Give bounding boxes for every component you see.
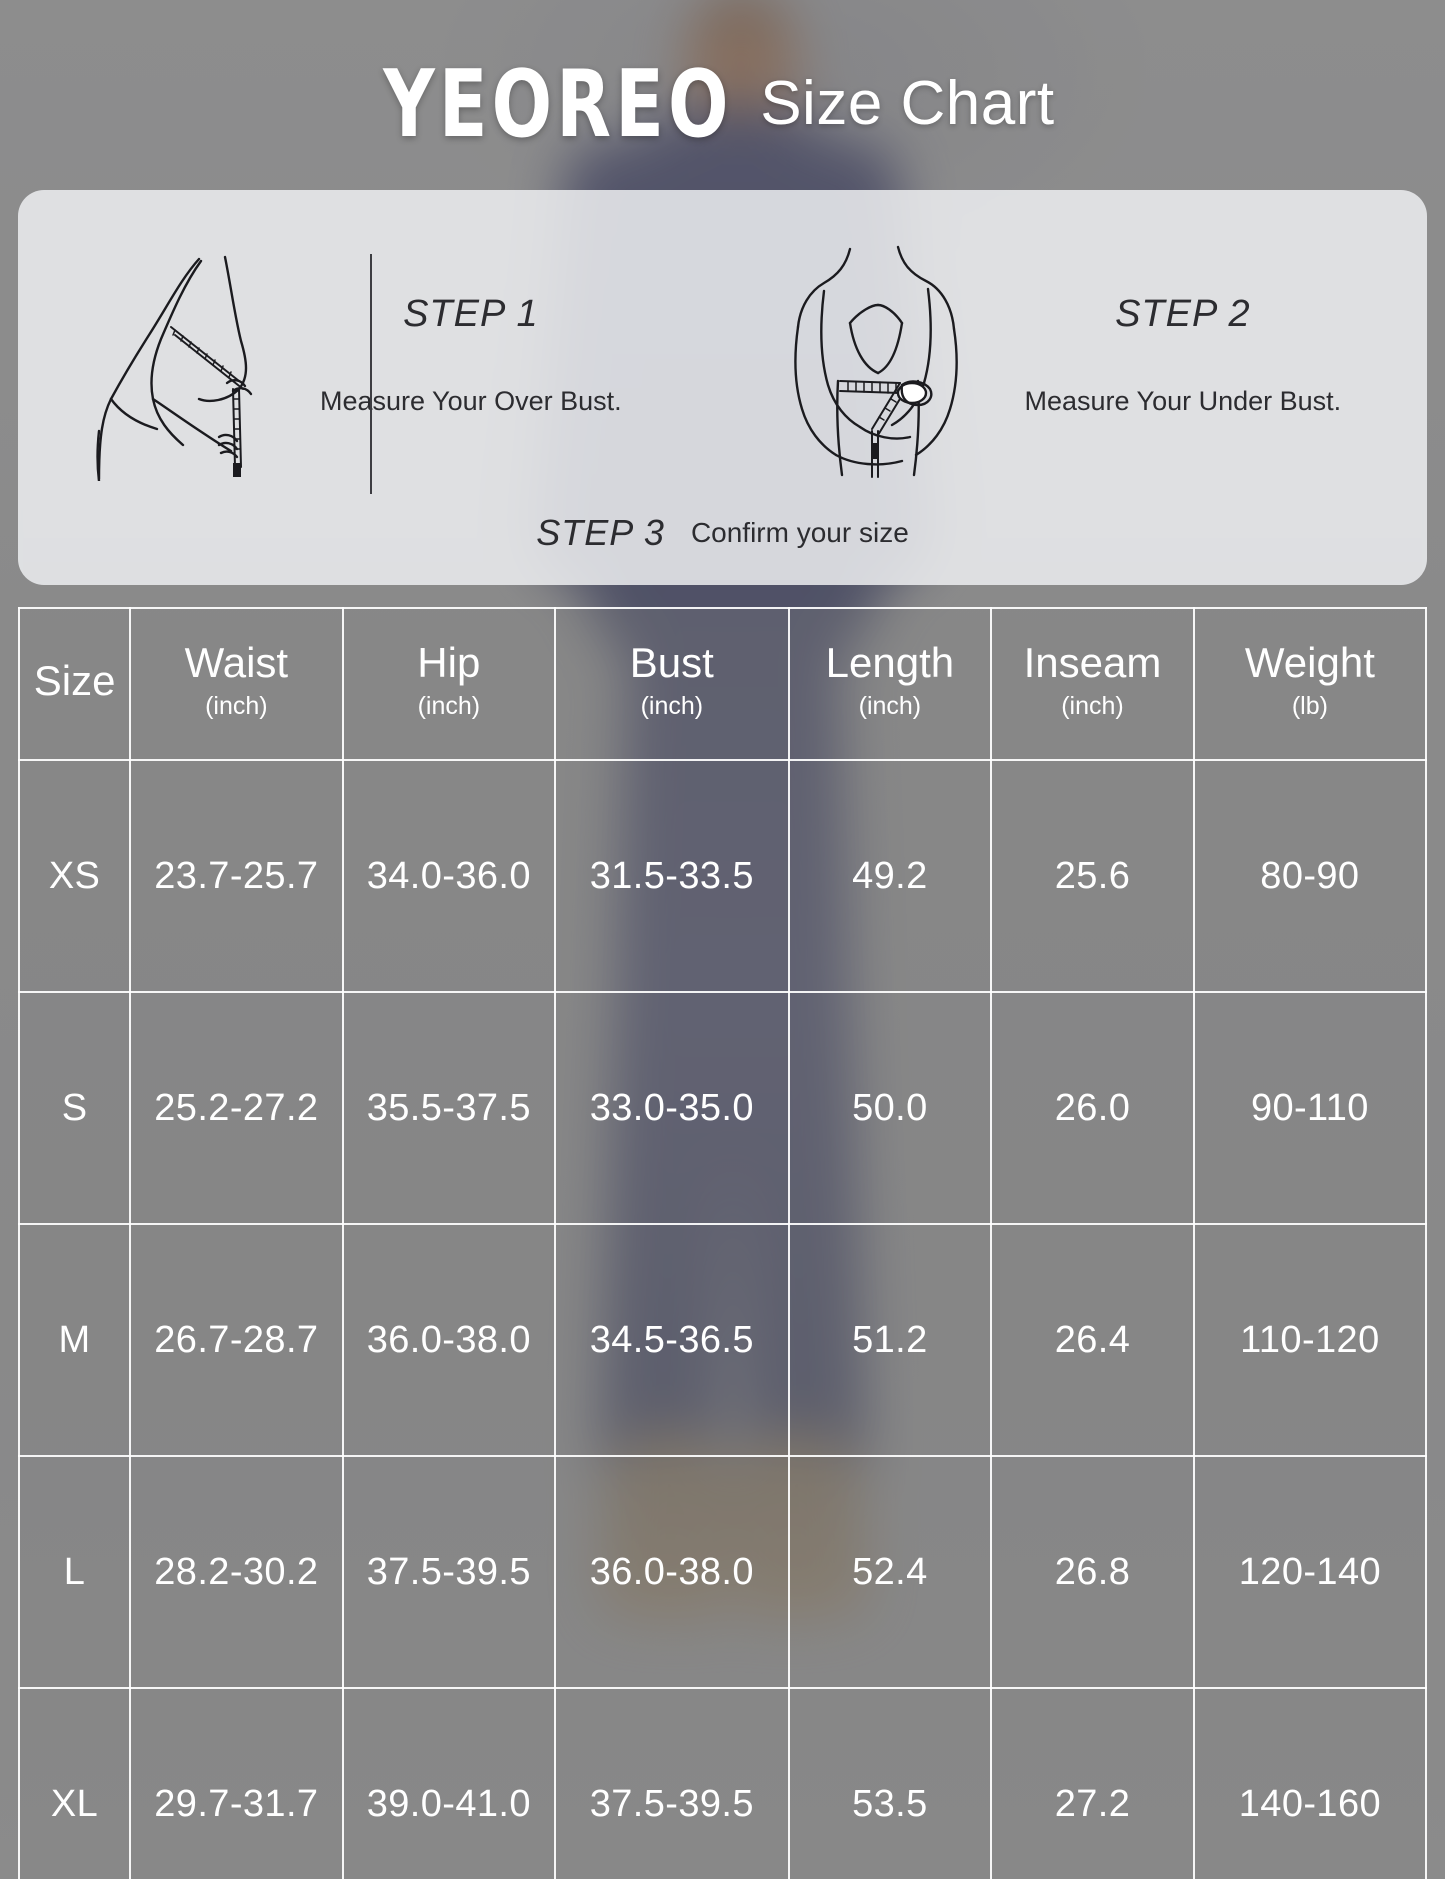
cell-inseam: 26.4 [990, 1223, 1195, 1457]
step-1-block: STEP 1 Measure Your Over Bust. [18, 216, 723, 496]
cell-length: 53.5 [787, 1687, 993, 1879]
step-1-label: STEP 1 [403, 292, 539, 335]
step-3-block: STEP 3 Confirm your size [18, 512, 1427, 554]
cell-waist: 23.7-25.7 [129, 759, 344, 993]
column-header-hip: Hip (inch) [341, 607, 557, 761]
column-header-size: Size [17, 607, 132, 761]
page-header: YEOREO Size Chart [0, 0, 1445, 190]
cell-bust: 34.5-36.5 [554, 1223, 790, 1457]
column-header-weight-label: Weight [1244, 639, 1375, 687]
table-row: L 28.2-30.2 37.5-39.5 36.0-38.0 52.4 26.… [17, 1455, 1428, 1689]
cell-inseam: 26.0 [990, 991, 1195, 1225]
cell-inseam: 26.8 [990, 1455, 1195, 1689]
step-3-label: STEP 3 [536, 512, 665, 553]
table-row: M 26.7-28.7 36.0-38.0 34.5-36.5 51.2 26.… [17, 1223, 1428, 1457]
cell-length: 52.4 [787, 1455, 993, 1689]
column-header-bust: Bust (inch) [554, 607, 790, 761]
cell-size: L [17, 1455, 132, 1689]
column-header-waist: Waist (inch) [129, 607, 344, 761]
column-header-length-unit: (inch) [858, 691, 922, 720]
column-header-weight-unit: (lb) [1291, 691, 1328, 720]
table-row: S 25.2-27.2 35.5-37.5 33.0-35.0 50.0 26.… [17, 991, 1428, 1225]
column-header-bust-label: Bust [629, 639, 714, 687]
cell-inseam: 25.6 [990, 759, 1195, 993]
steps-divider [370, 254, 373, 494]
cell-size: XL [17, 1687, 132, 1879]
step-2-description: Measure Your Under Bust. [1024, 385, 1342, 416]
cell-bust: 31.5-33.5 [554, 759, 790, 993]
column-header-length: Length (inch) [787, 607, 993, 761]
table-header-row: Size Waist (inch) Hip (inch) Bust (inch)… [17, 607, 1428, 761]
column-header-hip-label: Hip [417, 639, 481, 687]
step-2-block: STEP 2 Measure Your Under Bust. [723, 216, 1428, 496]
cell-length: 49.2 [787, 759, 993, 993]
step-2-label: STEP 2 [1115, 292, 1251, 335]
cell-weight: 120-140 [1192, 1455, 1428, 1689]
column-header-waist-label: Waist [184, 639, 289, 687]
cell-size: S [17, 991, 132, 1225]
cell-waist: 25.2-27.2 [129, 991, 344, 1225]
under-bust-measure-icon [749, 231, 1009, 481]
cell-weight: 80-90 [1192, 759, 1428, 993]
column-header-size-label: Size [33, 656, 116, 704]
table-row: XL 29.7-31.7 39.0-41.0 37.5-39.5 53.5 27… [17, 1687, 1428, 1879]
cell-hip: 36.0-38.0 [341, 1223, 557, 1457]
column-header-hip-unit: (inch) [417, 691, 481, 720]
cell-inseam: 27.2 [990, 1687, 1195, 1879]
cell-length: 51.2 [787, 1223, 993, 1457]
cell-hip: 39.0-41.0 [341, 1687, 557, 1879]
page-title: Size Chart [760, 68, 1055, 138]
table-row: XS 23.7-25.7 34.0-36.0 31.5-33.5 49.2 25… [17, 759, 1428, 993]
measurement-steps-panel: STEP 1 Measure Your Over Bust. [18, 190, 1427, 585]
step-1-text: STEP 1 Measure Your Over Bust. [304, 293, 622, 420]
cell-waist: 26.7-28.7 [129, 1223, 344, 1457]
step-1-description: Measure Your Over Bust. [320, 385, 622, 416]
column-header-waist-unit: (inch) [205, 691, 268, 720]
column-header-inseam-label: Inseam [1023, 639, 1162, 687]
cell-hip: 34.0-36.0 [341, 759, 557, 993]
cell-weight: 110-120 [1192, 1223, 1428, 1457]
cell-length: 50.0 [787, 991, 993, 1225]
step-3-description: Confirm your size [690, 517, 909, 548]
over-bust-measure-icon [44, 231, 304, 481]
column-header-bust-unit: (inch) [640, 691, 704, 720]
column-header-length-label: Length [825, 639, 955, 687]
brand-logo: YEOREO [383, 48, 733, 158]
cell-waist: 29.7-31.7 [129, 1687, 344, 1879]
cell-bust: 36.0-38.0 [554, 1455, 790, 1689]
cell-bust: 33.0-35.0 [554, 991, 790, 1225]
steps-row: STEP 1 Measure Your Over Bust. [18, 216, 1427, 496]
column-header-weight: Weight (lb) [1192, 607, 1428, 761]
step-2-text: STEP 2 Measure Your Under Bust. [1009, 293, 1342, 420]
cell-hip: 35.5-37.5 [341, 991, 557, 1225]
cell-hip: 37.5-39.5 [341, 1455, 557, 1689]
cell-weight: 90-110 [1192, 991, 1428, 1225]
cell-bust: 37.5-39.5 [554, 1687, 790, 1879]
cell-weight: 140-160 [1192, 1687, 1428, 1879]
column-header-inseam: Inseam (inch) [990, 607, 1195, 761]
cell-size: M [17, 1223, 132, 1457]
cell-size: XS [17, 759, 132, 993]
column-header-inseam-unit: (inch) [1061, 691, 1124, 720]
cell-waist: 28.2-30.2 [129, 1455, 344, 1689]
size-chart-table: Size Waist (inch) Hip (inch) Bust (inch)… [17, 607, 1428, 1879]
